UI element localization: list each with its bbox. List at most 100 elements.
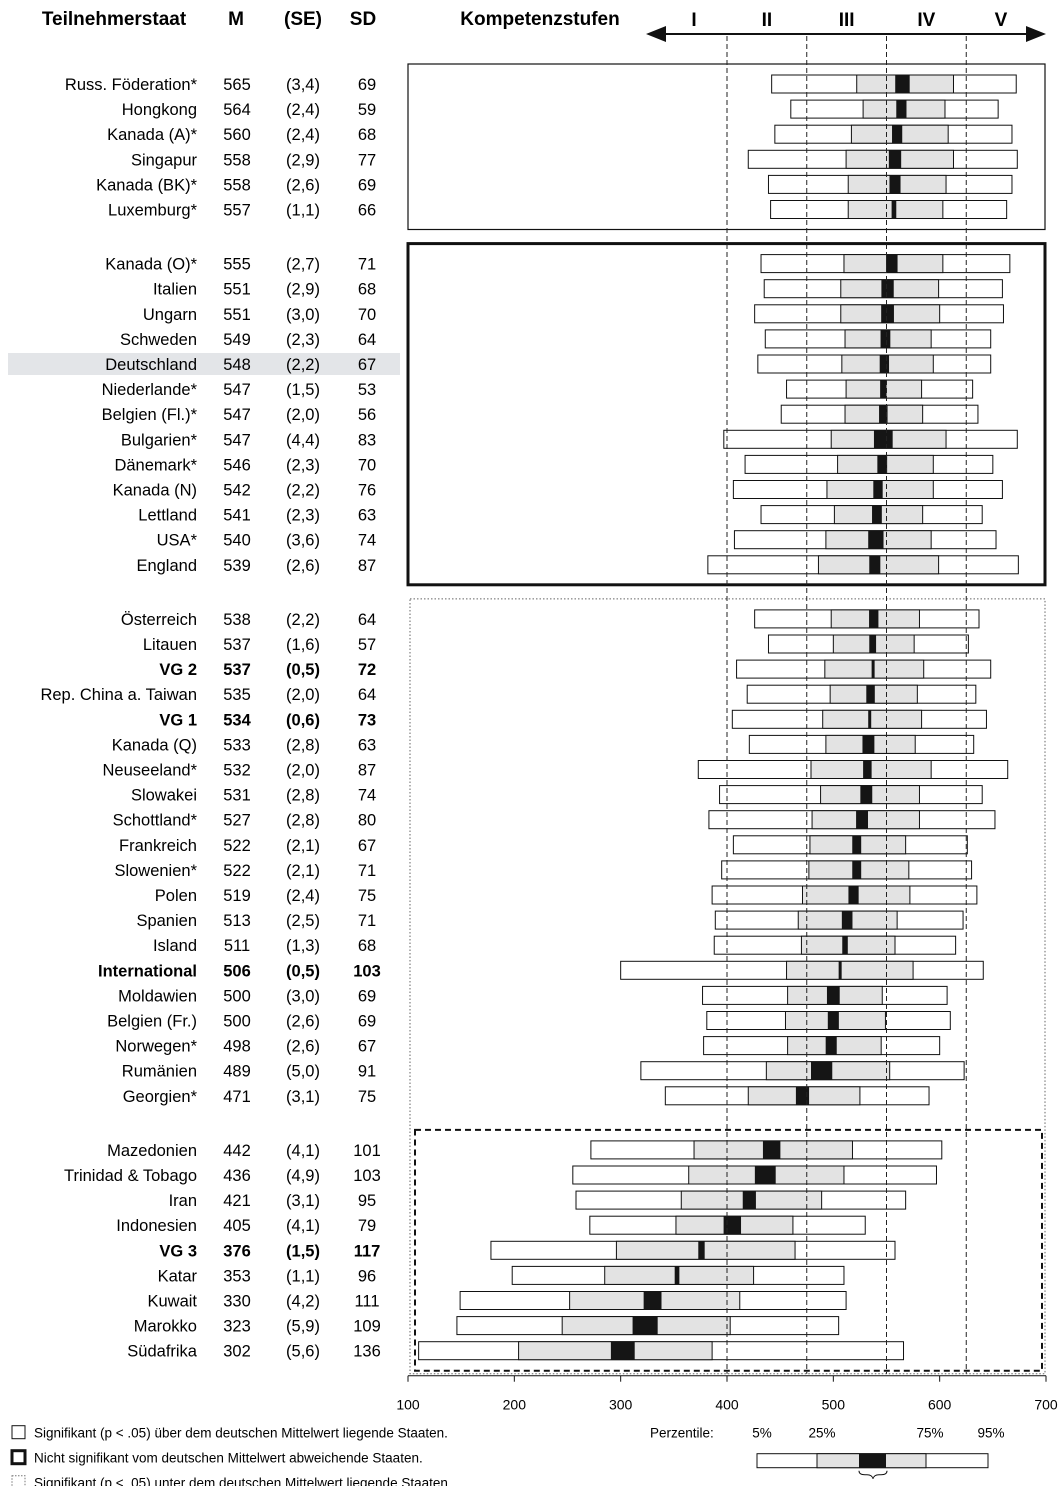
mean-ci-lettland [872,505,882,524]
country-label-kanada-q: Kanada (Q) [112,736,197,754]
mean-ci-ungarn [881,304,894,323]
country-label-bulgarien: Bulgarien* [121,431,198,449]
country-label-litauen: Litauen [143,636,197,654]
mean-ci-slowenien [852,860,862,879]
mean-value-kuwait: 330 [223,1293,251,1311]
country-label-usa: USA* [157,532,198,550]
x-tick-label-700: 700 [1034,1397,1058,1413]
mean-ci-frankreich [852,835,862,854]
mean-value-slowenien: 522 [223,862,251,880]
se-value-bulgarien: (4,4) [286,431,320,449]
x-tick-label-100: 100 [396,1397,420,1413]
level-arrow [646,26,1046,42]
mean-ci-luxemburg [891,200,897,219]
mean-value-england: 539 [223,557,251,575]
se-value-international: (0,5) [286,962,320,980]
mean-ci-neuseeland [863,760,872,779]
mean-value-indonesien: 405 [223,1217,251,1235]
mean-ci-südafrika [610,1341,635,1360]
mean-value-frankreich: 522 [223,837,251,855]
mean-value-belgien-fr: 500 [223,1013,251,1031]
percentile-tick-2: 25% [808,1426,835,1441]
level-label-1: I [691,10,696,31]
country-label-lettland: Lettland [138,507,197,525]
sd-value-italien: 68 [358,281,376,299]
se-value-ungarn: (3,0) [286,306,320,324]
percentile-label: Perzentile: [650,1426,714,1441]
se-value-kanada-o: (2,7) [286,256,320,274]
se-value-belgien-fl: (2,0) [286,406,320,424]
se-value-trinidad-tobago: (4,9) [286,1167,320,1185]
country-label-schweden: Schweden [120,331,197,349]
x-tick-label-600: 600 [928,1397,952,1413]
sd-value-belgien-fr: 69 [358,1013,376,1031]
mean-value-iran: 421 [223,1192,251,1210]
mean-value-vg-1: 534 [223,711,251,729]
mean-value-dänemark: 546 [223,456,251,474]
mean-ci-polen [848,886,859,904]
sd-value-frankreich: 67 [358,837,376,855]
sd-value-luxemburg: 66 [358,202,376,220]
legend-symbol-above [11,1425,26,1440]
se-value-kuwait: (4,2) [286,1293,320,1311]
se-value-niederlande: (1,5) [286,381,320,399]
country-label-kanada-bk: Kanada (BK)* [96,176,197,194]
mean-value-island: 511 [224,937,250,955]
sd-value-georgien: 75 [358,1088,376,1106]
sd-value-international: 103 [353,962,381,980]
country-label-katar: Katar [158,1267,198,1285]
country-label-marokko: Marokko [134,1318,197,1336]
mean-value-belgien-fl: 547 [223,406,251,424]
legend-text-similar: Nicht signifikant vom deutschen Mittelwe… [34,1451,423,1466]
sd-value-kanada-a: 68 [358,126,376,144]
mean-value-slowakei: 531 [223,787,251,805]
country-label-kanada-n: Kanada (N) [113,482,197,500]
mean-ci-dänemark [877,455,888,474]
se-value-dänemark: (2,3) [286,456,320,474]
level-arrow-right-head [1026,26,1046,42]
mean-value-südafrika: 302 [223,1343,251,1361]
mean-ci-indonesien [723,1216,742,1235]
header-se: (SE) [284,9,322,30]
mean-ci-kanada-a [892,125,903,144]
mean-value-katar: 353 [223,1267,251,1285]
mean-value-rep-china-a-taiwan: 535 [223,686,251,704]
mean-value-kanada-n: 542 [223,482,251,500]
mean-value-schweden: 549 [223,331,251,349]
country-label-russ-föderation: Russ. Föderation* [65,76,198,94]
se-value-lettland: (2,3) [286,507,320,525]
header-country: Teilnehmerstaat [42,9,187,30]
sd-value-kuwait: 111 [354,1293,379,1311]
se-value-schottland: (2,8) [286,812,320,830]
mean-ci-slowakei [860,785,873,804]
sd-value-vg-3: 117 [354,1242,381,1260]
se-value-island: (1,3) [286,937,320,955]
se-value-katar: (1,1) [286,1267,320,1285]
mean-ci-marokko [632,1316,658,1335]
sd-value-kanada-o: 71 [358,256,376,274]
mean-value-trinidad-tobago: 436 [223,1167,251,1185]
mean-ci-vg-2 [871,660,875,679]
x-tick-label-300: 300 [609,1397,633,1413]
sd-value-ungarn: 70 [358,306,376,324]
country-label-polen: Polen [155,887,197,905]
country-label-schottland: Schottland* [113,812,198,830]
country-label-indonesien: Indonesien [116,1217,197,1235]
se-value-luxemburg: (1,1) [286,202,320,220]
country-label-singapur: Singapur [131,151,198,169]
country-label-österreich: Österreich [121,611,197,629]
se-value-spanien: (2,5) [286,912,320,930]
country-label-norwegen: Norwegen* [115,1038,197,1056]
mean-ci-kanada-n [873,480,883,499]
country-label-trinidad-tobago: Trinidad & Tobago [64,1167,197,1185]
mean-ci-kanada-bk [889,175,901,194]
country-label-mazedonien: Mazedonien [107,1142,197,1160]
mean-ci-russ-föderation [895,75,910,93]
se-value-italien: (2,9) [286,281,320,299]
mean-ci-rep-china-a-taiwan [866,685,875,704]
se-value-marokko: (5,9) [286,1318,320,1336]
country-label-deutschland: Deutschland [105,356,197,374]
sd-value-lettland: 63 [358,507,376,525]
country-label-georgien: Georgien* [123,1088,198,1106]
mean-value-ungarn: 551 [223,306,251,324]
